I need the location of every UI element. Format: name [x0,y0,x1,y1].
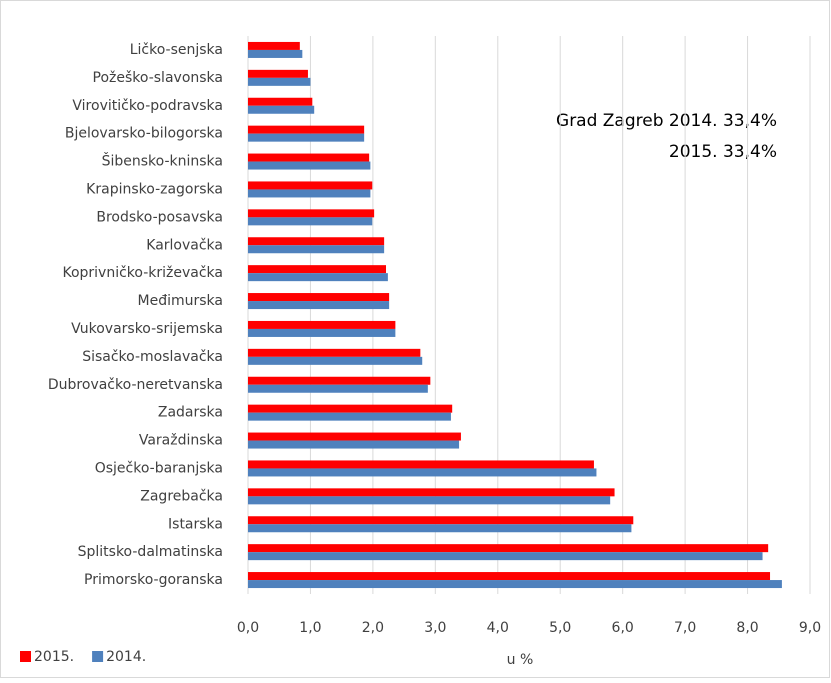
bar [248,384,428,393]
bar [248,49,303,58]
legend-label: 2014. [106,649,146,665]
y-tick-label: Karlovačka [146,237,223,253]
legend-swatch [92,651,104,662]
y-tick-label: Varaždinska [139,433,223,449]
bar [248,460,594,469]
x-tick-label: 3,0 [424,620,446,636]
bar [248,161,371,170]
bar [248,209,375,218]
bar [248,544,769,553]
y-tick-label: Vukovarsko-srijemska [71,321,223,337]
y-tick-label: Osječko-baranjska [95,460,223,476]
y-tick-label: Virovitičko-podravska [72,98,223,114]
bar [248,404,453,413]
y-tick-label: Krapinsko-zagorska [86,181,223,197]
y-tick-label: Istarska [168,516,223,532]
bar [248,516,634,525]
bar [248,301,390,310]
bar [248,181,373,190]
bar [248,125,365,134]
y-tick-label: Sisačko-moslavačka [82,349,223,365]
x-tick-label: 1,0 [299,620,321,636]
annotation: 2015. 33,4% [669,142,777,162]
x-tick-label: 0,0 [237,620,259,636]
y-tick-label: Brodsko-posavska [96,209,223,225]
bar [248,77,311,86]
bar [248,97,313,106]
bar [248,273,388,282]
x-axis-label: u % [507,652,534,668]
legend-label: 2015. [34,649,74,665]
bar [248,293,390,302]
x-tick-label: 9,0 [799,620,821,636]
x-tick-label: 4,0 [487,620,509,636]
bar [248,412,451,421]
bar [248,237,385,246]
bar [248,488,615,497]
x-tick-label: 6,0 [612,620,634,636]
bar [248,189,371,198]
bar [248,105,315,114]
bar [248,376,431,385]
bar [248,41,300,50]
bar [248,153,370,162]
y-tick-label: Međimurska [138,293,223,309]
bar [248,328,396,337]
x-tick-label: 5,0 [549,620,571,636]
y-tick-label: Koprivničko-križevačka [62,265,223,281]
bar [248,580,782,589]
bar [248,468,597,477]
bar [248,552,763,561]
bar [248,356,423,365]
x-tick-label: 7,0 [674,620,696,636]
y-tick-label: Požeško-slavonska [93,70,223,86]
legend-swatch [20,651,31,662]
bar [248,348,421,357]
bar [248,496,611,505]
y-tick-label: Bjelovarsko-bilogorska [65,126,223,142]
bar [248,440,460,449]
y-tick-label: Splitsko-dalmatinska [78,544,223,560]
annotation: Grad Zagreb 2014. 33,4% [556,111,777,131]
bar [248,133,365,142]
y-tick-label: Primorsko-goranska [84,572,223,588]
bar [248,320,396,329]
bar [248,432,461,441]
bar [248,524,632,533]
bar [248,217,373,226]
bar [248,245,385,254]
x-tick-label: 2,0 [362,620,384,636]
y-tick-label: Dubrovačko-neretvanska [48,377,223,393]
bar [248,572,771,581]
y-tick-label: Šibensko-kninska [102,152,223,170]
y-tick-label: Zadarska [158,405,223,421]
y-tick-label: Zagrebačka [140,488,223,504]
bar [248,69,308,78]
x-tick-label: 8,0 [736,620,758,636]
bar [248,265,387,274]
y-tick-label: Ličko-senjska [130,42,223,58]
